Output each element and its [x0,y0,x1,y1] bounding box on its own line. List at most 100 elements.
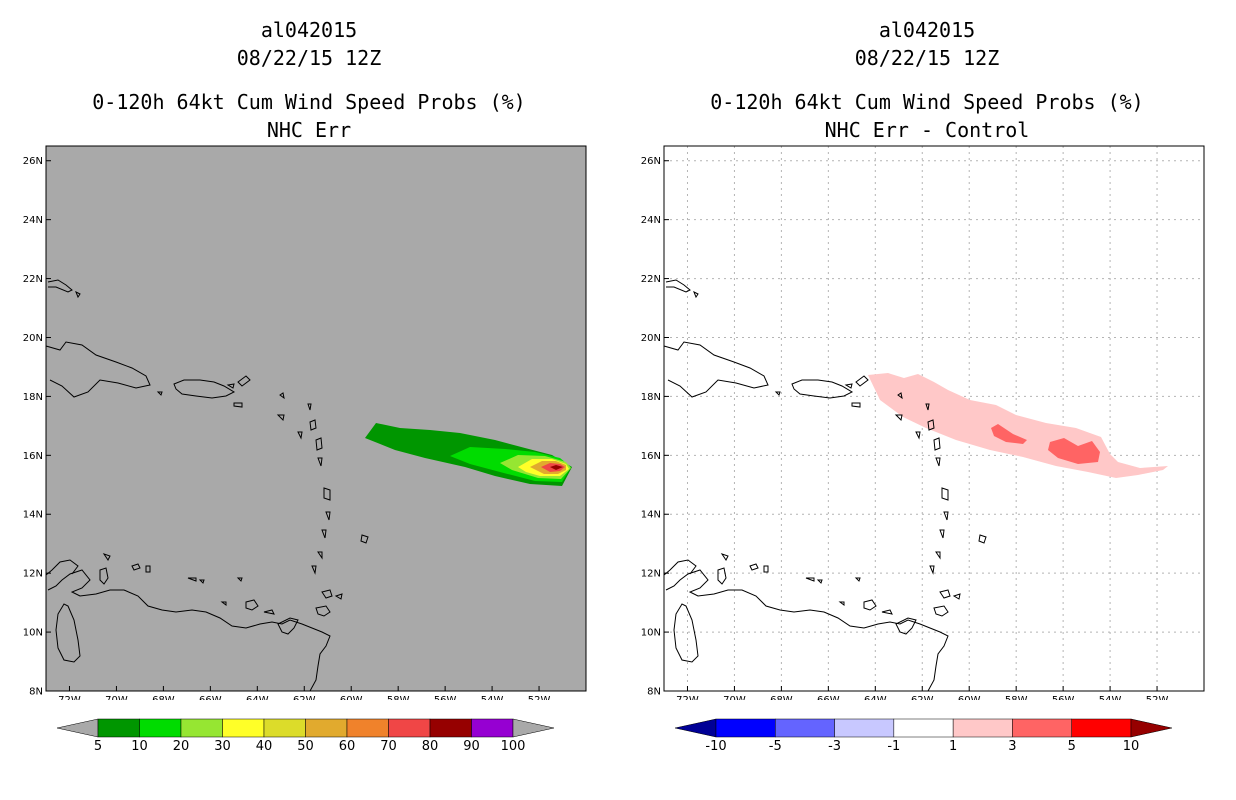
subtitle: NHC Err [266,118,352,142]
coastline-segment [665,279,691,293]
probability-map: 72W 70W 68W 66W 64W 62W 60W 58W 56W 54W 52W 8N 10N 12… [23,145,587,700]
coastline-segment [237,375,251,387]
coastline-segment [881,609,893,615]
lat-tick-label: 18N [641,392,661,403]
lon-tick-label: 54W [1099,695,1122,700]
colorbar-low-arrow [56,718,99,738]
colorbar-swatch [715,718,776,738]
coastline-segment [102,553,111,561]
colorbar-swatch [775,718,835,738]
coastline-segment [935,551,941,560]
map-background [46,146,586,691]
coastline-segment [851,402,861,408]
coastline-segment [45,341,151,398]
coastline-segment [297,431,303,440]
colorbar-swatch [305,718,348,738]
coastline-segment [939,529,945,539]
coastline-segment [321,589,333,599]
coastline-segment [805,577,815,582]
colorbar-swatch [139,718,182,738]
coastline-segment [156,391,163,396]
lat-tick-label: 12N [23,569,43,580]
lon-tick-label: 58W [387,695,410,700]
lat-tick-label: 22N [23,274,43,285]
lon-tick-label: 54W [481,695,504,700]
lon-tick-label: 52W [1146,695,1169,700]
coastline-segment [173,379,236,399]
coastline-segment [894,414,903,422]
coastline-segment [279,392,285,400]
coastline-segment [763,565,769,573]
lat-tick-label: 16N [23,451,43,462]
colorbar-label: 30 [214,739,231,754]
coastline-segment [941,487,949,501]
coastline-segment [277,617,299,635]
diff-contour-3-5b [1048,438,1100,464]
coastline-segment [55,603,81,663]
coastline-segment [220,601,227,606]
colorbar-label: -1 [887,739,900,754]
coastline-segment [693,290,699,299]
colorbar-label: 10 [1123,739,1140,754]
lon-tick-label: 66W [817,695,840,700]
colorbar-swatch [180,718,223,738]
coastline-segment [236,577,243,582]
colorbar-label: 10 [131,739,148,754]
lat-tick-label: 10N [641,628,661,639]
coastline-segment [276,414,285,422]
coastline-segment [943,511,949,521]
coastline-segment [665,569,949,692]
coastline-segment [360,534,369,544]
lon-tick-label: 64W [864,695,887,700]
coastline-segment [939,589,951,599]
colorbar-swatch [222,718,265,738]
coastline-segment [673,603,699,663]
lat-tick-label: 22N [641,274,661,285]
coastline [663,279,987,692]
difference-swath [868,373,1168,478]
coastline-segment [720,553,729,561]
colorbar-label: 70 [380,739,397,754]
colorbar-label: -3 [828,739,841,754]
coastline-segment [325,511,331,521]
lon-tick-label: 68W [152,695,175,700]
coastline-segment [935,457,941,467]
coastline-segment [187,577,197,582]
lat-tick-label: 14N [641,510,661,521]
colorbar-swatch [1012,718,1072,738]
lat-tick-label: 24N [641,215,661,226]
coastline-segment [317,457,323,467]
lat-tick-label: 10N [23,628,43,639]
coastline-segment [334,593,343,600]
coastline-segment [321,529,327,539]
subtitle: NHC Err - Control [824,118,1030,142]
colorbar-label: -5 [769,739,782,754]
coastline-segment [307,403,312,411]
lon-tick-label: 70W [105,695,128,700]
lon-tick-label: 56W [434,695,457,700]
lat-tick-label: 24N [23,215,43,226]
coastline-segment [99,567,109,585]
colorbar-swatch [263,718,306,738]
coastline-segment [863,599,877,611]
colorbar-swatch [346,718,389,738]
colorbar-high-arrow [1130,718,1173,738]
colorbar-label: 90 [463,739,480,754]
probability-swath [365,423,572,486]
colorbar-label: 1 [949,739,957,754]
colorbar-label: 40 [256,739,273,754]
lon-tick-label: 56W [1052,695,1075,700]
lon-tick-label: 58W [1005,695,1028,700]
coastline-segment [933,605,949,617]
colorbar-label: 80 [422,739,439,754]
lat-tick-label: 26N [641,156,661,167]
colorbar-label: 5 [1068,739,1076,754]
colorbar-label: 3 [1008,739,1016,754]
product-title: 0-120h 64kt Cum Wind Speed Probs (%) [710,90,1144,114]
datetime-title: 08/22/15 12Z [854,46,1000,70]
prob-contour-90 [550,465,563,470]
colorbar-swatch [952,718,1013,738]
colorbar-label: 50 [297,739,314,754]
storm-id-title: al042015 [260,18,358,42]
coastline-segment [245,599,259,611]
